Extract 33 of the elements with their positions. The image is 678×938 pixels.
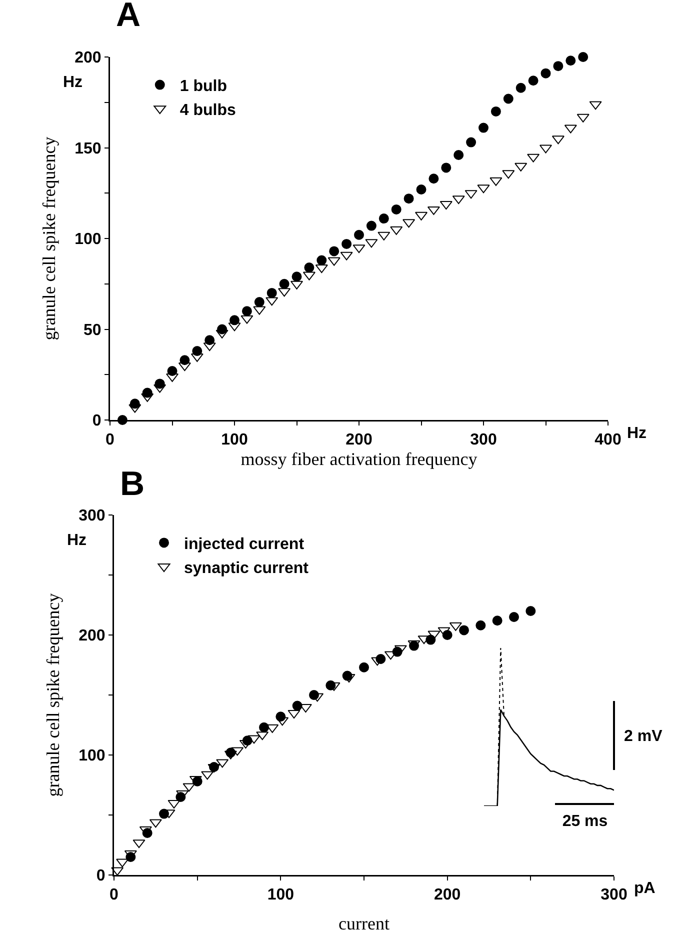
x-tick-label: 100 — [267, 886, 294, 904]
y-tick-label: 200 — [78, 628, 106, 645]
text: Hz — [67, 532, 87, 549]
x-tick-label: 100 — [221, 432, 248, 449]
y-tick-label: 300 — [78, 508, 106, 525]
x-axis-title: mossy fiber activation frequency — [240, 449, 478, 469]
x-tick-label: 0 — [110, 886, 119, 904]
x-tick-label: 300 — [600, 886, 628, 904]
x-tick-label: 200 — [346, 432, 372, 449]
legend-label: 4 bulbs — [180, 102, 236, 119]
legend-label: synaptic current — [184, 560, 310, 577]
text: 25 ms — [562, 813, 608, 830]
x-tick-label: 200 — [434, 886, 461, 904]
y-axis-title: granule cell spike frequency — [43, 593, 64, 797]
y-tick-label: 150 — [74, 140, 102, 158]
y-axis-title: granule cell spike frequency — [39, 136, 60, 340]
x-tick-label: 300 — [470, 432, 497, 449]
chart-title: A — [116, 0, 141, 34]
y-tick-label: 0 — [92, 412, 102, 430]
text: pA — [634, 880, 656, 897]
text: Hz — [63, 74, 83, 91]
y-tick-label: 50 — [84, 322, 102, 339]
legend-label: 1 bulb — [180, 78, 228, 96]
y-tick-label: 0 — [96, 868, 106, 885]
legend-label: injected current — [184, 536, 305, 553]
chart-title: B — [120, 465, 145, 504]
x-axis-title: current — [338, 914, 390, 934]
text: Hz — [627, 425, 647, 442]
y-tick-label: 100 — [78, 748, 106, 765]
text: 2 mV — [624, 728, 662, 745]
y-tick-label: 200 — [74, 50, 102, 67]
y-tick-label: 100 — [74, 231, 102, 248]
x-tick-label: 400 — [594, 432, 622, 449]
